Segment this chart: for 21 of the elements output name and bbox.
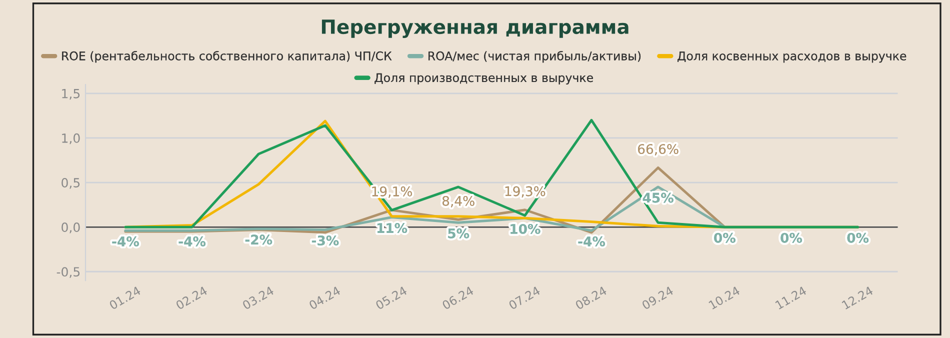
data-label: -4% — [112, 236, 139, 246]
data-label: 8,4% — [442, 196, 474, 208]
data-label: 5% — [448, 228, 470, 238]
legend-label: Доля производственных в выручке — [374, 73, 593, 84]
chart-title: Перегруженная диаграмма — [322, 20, 628, 38]
y-tick-label: -0,5 — [56, 267, 80, 278]
data-label: -2% — [245, 234, 272, 245]
data-label: 0% — [780, 232, 802, 243]
data-label: -3% — [312, 236, 339, 246]
y-tick-label: 0,5 — [62, 178, 80, 189]
y-tick-label: 1,0 — [62, 133, 80, 144]
data-label: -4% — [578, 236, 606, 246]
data-label: -4% — [178, 236, 206, 246]
data-label: 0% — [714, 232, 736, 243]
y-tick-label: 0,0 — [62, 222, 80, 234]
legend-label: ROE (рентабельность собственного капитала) ЧП/СК — [62, 51, 392, 63]
data-label: 0% — [847, 232, 869, 243]
y-tick-label: 1,5 — [62, 89, 80, 100]
legend-label: Доля косвенных расходов в выручке — [678, 52, 906, 63]
data-label: 66,6% — [638, 144, 678, 156]
legend-label: ROA/мес (чистая прибыль/активы) — [428, 51, 641, 63]
